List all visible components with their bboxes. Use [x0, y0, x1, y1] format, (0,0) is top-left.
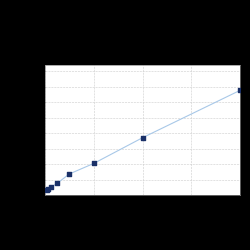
Point — [44, 188, 48, 192]
Y-axis label: OD: OD — [20, 125, 26, 135]
Point — [49, 185, 53, 189]
X-axis label: Human LTA4H
Concentration (ng/ml): Human LTA4H Concentration (ng/ml) — [104, 208, 181, 222]
Point — [46, 187, 50, 191]
Point — [68, 172, 71, 176]
Point — [140, 136, 144, 140]
Point — [92, 162, 96, 166]
Point — [55, 181, 59, 185]
Point — [238, 88, 242, 92]
